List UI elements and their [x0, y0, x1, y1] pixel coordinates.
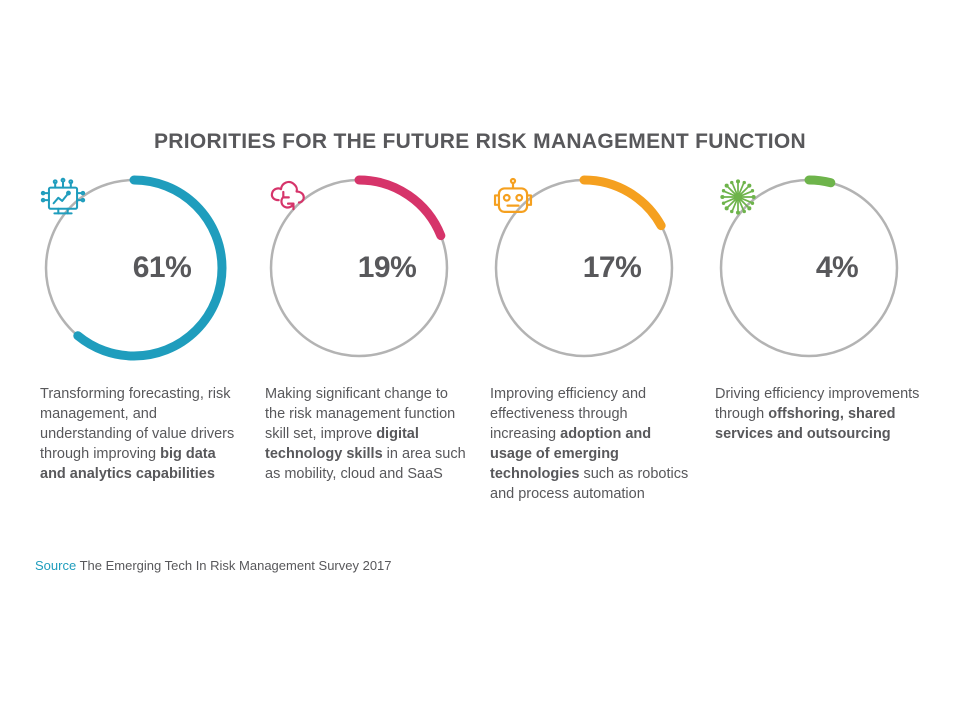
- donut-arc-3: [491, 175, 677, 361]
- percent-value-3: 17%: [582, 251, 642, 284]
- priority-description-4: Driving efficiency improvements through …: [715, 386, 920, 442]
- robot-icon: [493, 177, 581, 295]
- cloud-refresh-icon: [270, 180, 356, 295]
- percent-value-4: 4%: [815, 251, 859, 284]
- donut-svg-2: [266, 175, 452, 361]
- donut-svg-4: [716, 175, 902, 361]
- donut-arc-2: [266, 175, 452, 361]
- priority-card-3: 17% Improving efficiency and effectivene…: [480, 172, 705, 504]
- donut-center-1: 61%: [38, 172, 230, 364]
- donut-center-2: 19%: [263, 172, 455, 364]
- priority-card-1: 61% Transforming forecasting, risk manag…: [30, 172, 255, 484]
- priority-description-1: Transforming forecasting, risk managemen…: [40, 386, 235, 482]
- priority-cards: 61% Transforming forecasting, risk manag…: [30, 172, 930, 504]
- donut-chart-2: 19%: [263, 172, 455, 364]
- source-text: The Emerging Tech In Risk Management Sur…: [79, 558, 392, 573]
- priority-card-2: 19% Making significant change to the ris…: [255, 172, 480, 484]
- priority-card-4: 4% Driving efficiency improvements throu…: [705, 172, 930, 444]
- donut-center-4: 4%: [713, 172, 905, 364]
- priority-description-2: Making significant change to the risk ma…: [265, 386, 466, 482]
- network-nodes-icon: [720, 179, 814, 295]
- donut-chart-4: 4%: [713, 172, 905, 364]
- priority-description-3: Improving efficiency and effectiveness t…: [490, 386, 689, 502]
- donut-chart-3: 17%: [488, 172, 680, 364]
- donut-svg-3: [491, 175, 677, 361]
- donut-chart-1: 61%: [38, 172, 230, 364]
- source-note: Source The Emerging Tech In Risk Managem…: [35, 558, 392, 573]
- donut-arc-4: [716, 175, 902, 361]
- percent-value-2: 19%: [357, 251, 417, 284]
- page-title: PRIORITIES FOR THE FUTURE RISK MANAGEMEN…: [154, 130, 806, 153]
- percent-value-1: 61%: [132, 251, 192, 284]
- donut-center-3: 17%: [488, 172, 680, 364]
- donut-arc-1: [41, 175, 227, 361]
- donut-svg-1: [41, 175, 227, 361]
- source-label: Source: [35, 558, 77, 573]
- analytics-dashboard-icon: [40, 177, 131, 295]
